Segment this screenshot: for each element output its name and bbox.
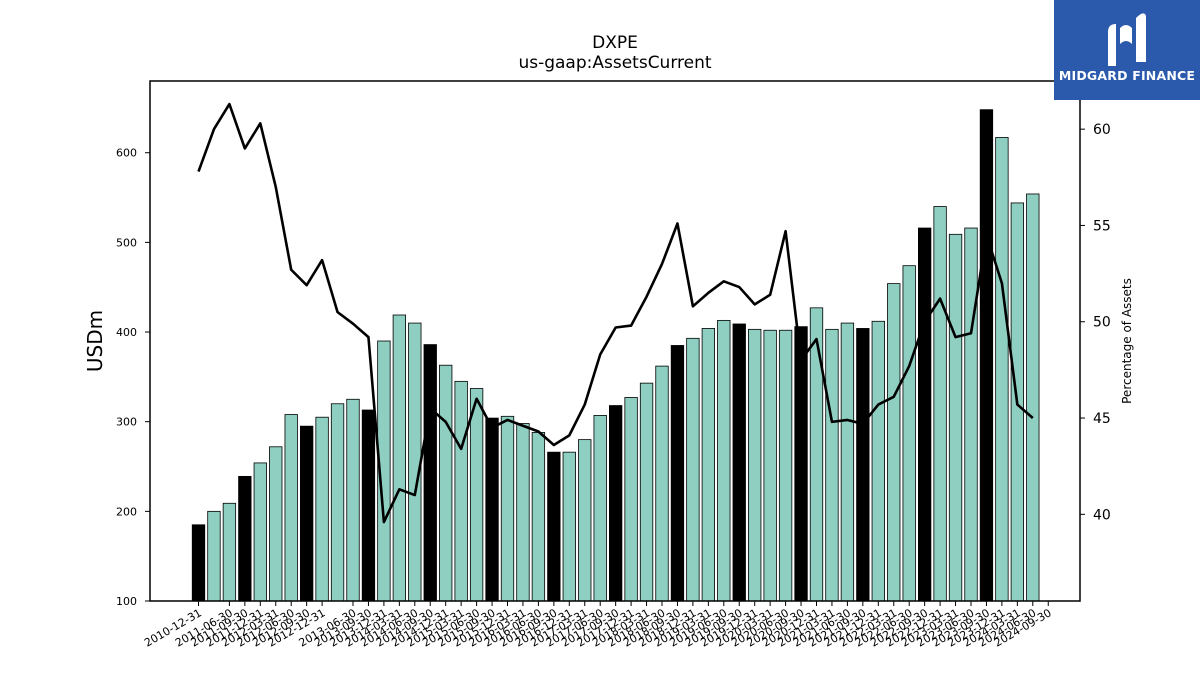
y-tick-label-left: 200: [116, 505, 137, 518]
bar: [1026, 193, 1040, 602]
bar: [871, 320, 885, 602]
bar: [593, 415, 607, 602]
bar: [454, 380, 468, 602]
y-tick-label-left: 400: [116, 326, 137, 339]
bar: [253, 462, 267, 602]
y-tick-label-left: 300: [116, 416, 137, 429]
bar: [299, 425, 314, 602]
brand-logo: MIDGARD FINANCE: [1054, 0, 1200, 100]
bar: [979, 109, 994, 602]
bar: [315, 416, 329, 602]
bar: [423, 344, 437, 602]
bar: [794, 326, 808, 602]
bar: [222, 502, 237, 602]
bar: [840, 322, 855, 602]
y-tick-label-left: 600: [116, 147, 137, 160]
x-axis: 2010-12-312011-06-302011-09-302011-12-31…: [142, 601, 1054, 650]
bar: [392, 314, 407, 602]
bar: [933, 206, 947, 602]
bar: [902, 265, 916, 602]
bar: [995, 137, 1009, 602]
y-tick-label-right: 55: [1093, 218, 1111, 234]
midgard-logo-icon: [1108, 13, 1146, 66]
bar: [330, 403, 345, 602]
bar: [948, 233, 963, 602]
bar: [408, 322, 422, 602]
y-tick-label-left: 500: [116, 236, 137, 249]
plot-frame: [149, 80, 1081, 602]
y-tick-label-right: 45: [1093, 411, 1111, 427]
bar: [701, 328, 715, 602]
bar: [717, 319, 731, 602]
bar: [809, 307, 824, 602]
bar: [547, 451, 561, 602]
bar: [562, 451, 576, 602]
bar: [485, 417, 499, 602]
bar: [778, 329, 793, 602]
bar: [531, 432, 546, 602]
line-series: [197, 102, 1034, 524]
y-tick-label-right: 60: [1093, 122, 1111, 138]
bar: [670, 345, 685, 602]
chart-title: DXPE: [592, 33, 638, 53]
bar: [346, 398, 360, 602]
bar: [238, 475, 252, 602]
bar: [732, 323, 746, 602]
y-axis-label-left: USDm: [83, 310, 107, 372]
bar: [500, 415, 515, 602]
y-tick-label-left: 100: [116, 595, 137, 608]
right-axis: 40 45 50 55 60: [1080, 122, 1111, 523]
bar: [284, 414, 298, 602]
bar: [624, 397, 638, 602]
bar: [439, 364, 453, 602]
bar: [856, 328, 870, 602]
y-tick-label-right: 40: [1093, 507, 1111, 523]
bar: [469, 388, 484, 602]
bar: [686, 337, 700, 602]
bar: [964, 227, 978, 602]
chart-subtitle: us-gaap:AssetsCurrent: [518, 53, 711, 73]
y-axis-label-right: Percentage of Assets: [1120, 278, 1134, 404]
bar: [887, 283, 901, 602]
bar: [207, 510, 221, 602]
percentage-line: [197, 102, 1034, 524]
bar: [269, 446, 283, 602]
bar: [763, 329, 777, 602]
y-tick-label-right: 50: [1093, 315, 1111, 331]
bar: [361, 409, 376, 602]
bar: [609, 405, 623, 602]
bar: [918, 227, 932, 602]
bar: [655, 365, 669, 602]
bar: [639, 382, 654, 602]
bar: [578, 439, 592, 602]
bar: [516, 423, 530, 602]
bar: [825, 328, 839, 602]
bar: [191, 524, 206, 602]
bar: [748, 328, 762, 602]
brand-name: MIDGARD FINANCE: [1058, 68, 1196, 83]
left-axis: 100 200 300 400 500 600: [116, 147, 150, 608]
